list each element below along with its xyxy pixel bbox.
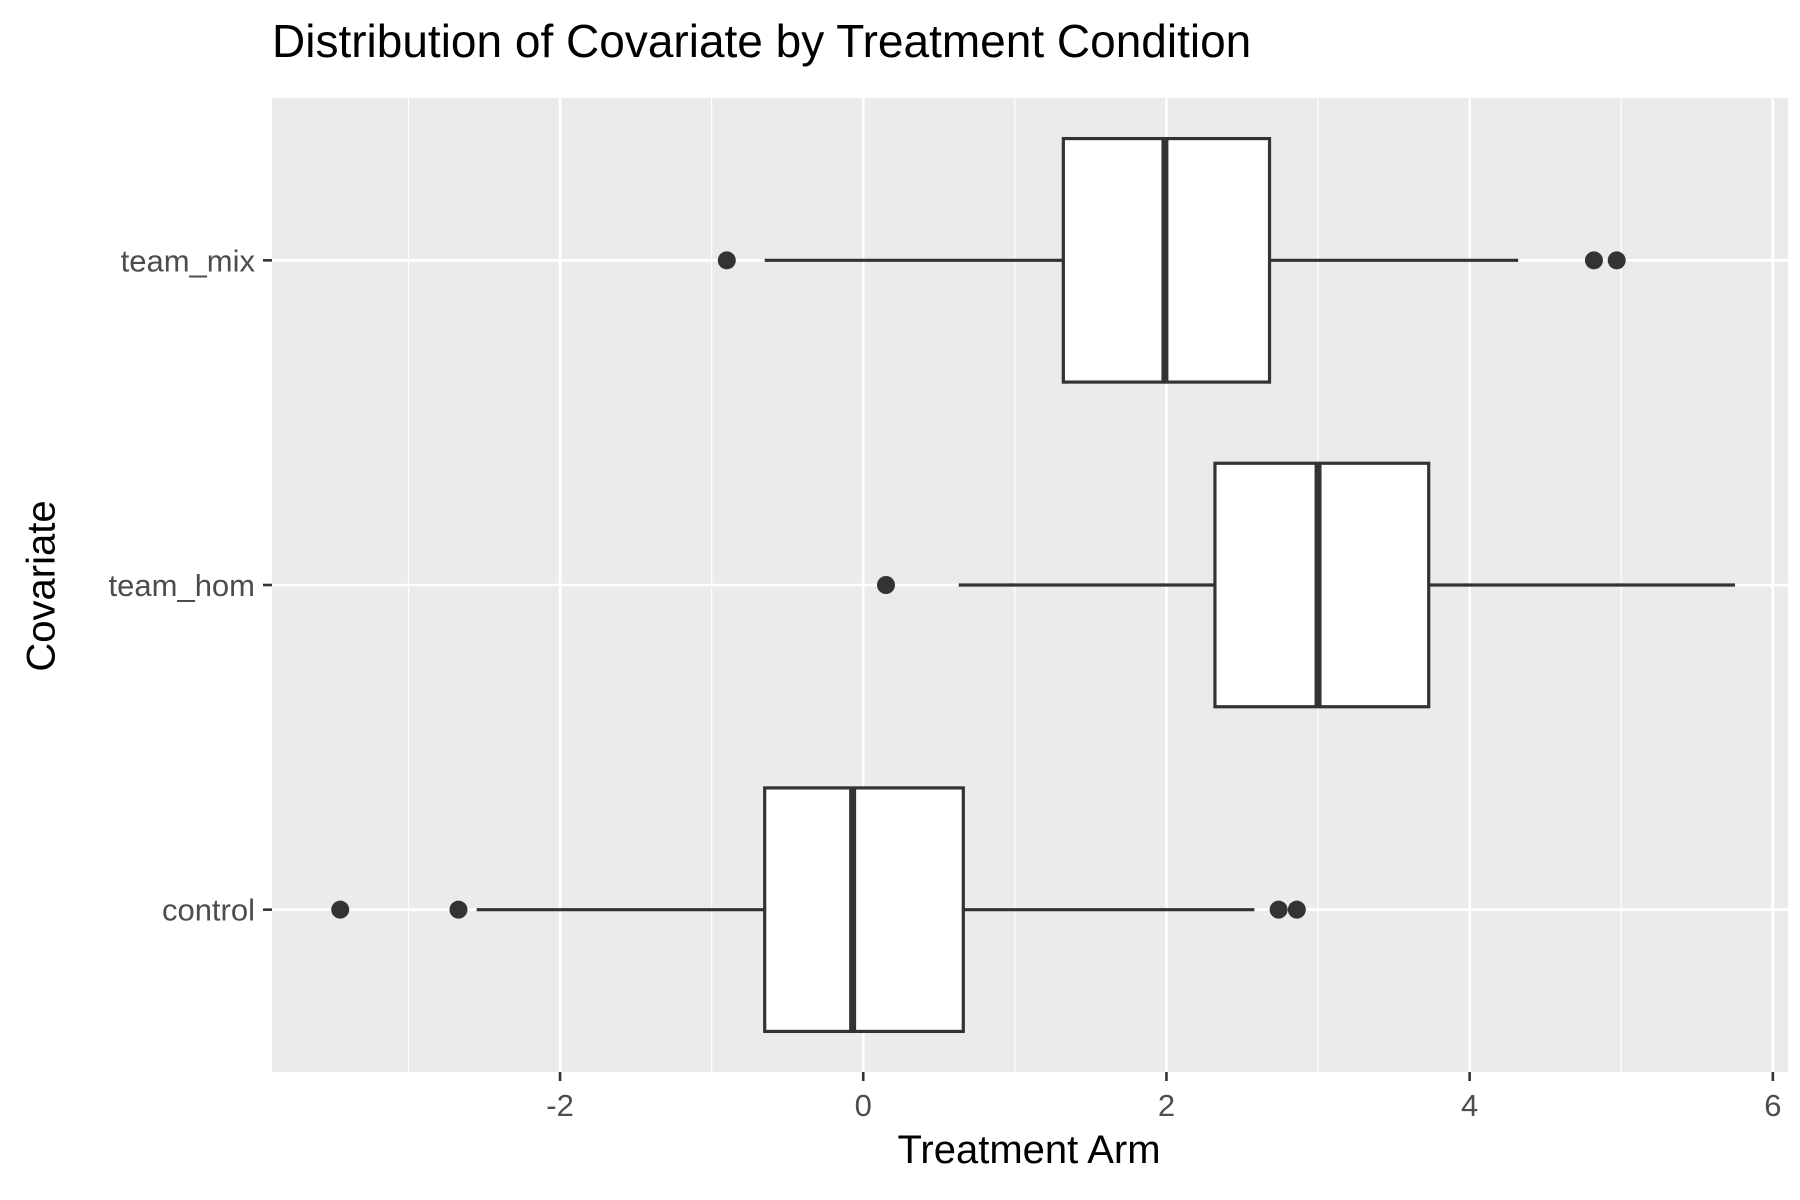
- outlier-point: [717, 251, 736, 270]
- box-control: [763, 786, 965, 1034]
- x-tick-label: 2: [1158, 1088, 1175, 1123]
- box-team_hom: [1213, 461, 1431, 709]
- y-tick-label: control: [162, 893, 255, 928]
- y-tick-label: team_hom: [109, 568, 255, 603]
- x-axis-title: Treatment Arm: [897, 1128, 1161, 1172]
- outlier-point: [1269, 900, 1288, 919]
- outlier-point: [331, 900, 350, 919]
- outlier-point: [1607, 251, 1626, 270]
- y-axis-title: Covariate: [19, 500, 64, 672]
- outlier-point: [449, 900, 468, 919]
- y-tick-label: team_mix: [121, 243, 256, 278]
- x-tick-label: 4: [1461, 1088, 1478, 1123]
- x-tick-label: -2: [546, 1088, 574, 1123]
- outlier-point: [876, 576, 895, 594]
- outlier-point: [1287, 900, 1306, 919]
- chart-title: Distribution of Covariate by Treatment C…: [272, 15, 1252, 67]
- x-tick-label: 6: [1764, 1088, 1781, 1123]
- outlier-point: [1584, 251, 1603, 270]
- x-tick-label: 0: [855, 1088, 872, 1123]
